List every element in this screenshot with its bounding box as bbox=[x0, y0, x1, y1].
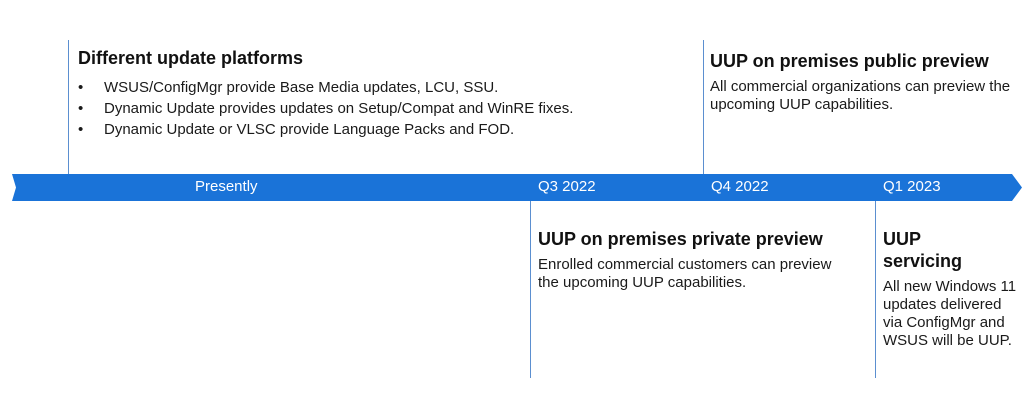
event-platforms-bullets: • WSUS/ConfigMgr provide Base Media updat… bbox=[78, 77, 678, 140]
event-servicing: UUP servicing All new Windows 11 updates… bbox=[883, 228, 1023, 350]
event-servicing-title: UUP servicing bbox=[883, 229, 963, 271]
bullet-item: • WSUS/ConfigMgr provide Base Media updat… bbox=[78, 77, 678, 98]
timeline-label-presently: Presently bbox=[195, 178, 258, 195]
event-private-preview: UUP on premises private preview Enrolled… bbox=[538, 228, 838, 292]
connector-public-preview bbox=[703, 40, 704, 174]
timeline-label-q3-2022: Q3 2022 bbox=[538, 178, 596, 195]
bullet-text: Dynamic Update provides updates on Setup… bbox=[104, 100, 574, 117]
event-public-preview-body: All commercial organizations can preview… bbox=[710, 78, 1011, 113]
connector-platforms bbox=[68, 40, 69, 174]
bullet-icon: • bbox=[78, 121, 84, 138]
event-public-preview-title: UUP on premises public preview bbox=[710, 51, 989, 71]
timeline-label-q4-2022: Q4 2022 bbox=[711, 178, 769, 195]
event-platforms: Different update platforms • WSUS/ConfigM… bbox=[78, 47, 678, 140]
connector-private-preview bbox=[530, 201, 531, 378]
bullet-icon: • bbox=[78, 79, 84, 96]
bullet-icon: • bbox=[78, 100, 84, 117]
event-platforms-title: Different update platforms bbox=[78, 48, 304, 68]
bullet-text: WSUS/ConfigMgr provide Base Media update… bbox=[104, 79, 499, 96]
event-servicing-body: All new Windows 11 updates delivered via… bbox=[883, 278, 1017, 349]
timeline-arrow bbox=[12, 174, 1022, 201]
connector-servicing bbox=[875, 201, 876, 378]
event-private-preview-title: UUP on premises private preview bbox=[538, 229, 823, 249]
event-private-preview-body: Enrolled commercial customers can previe… bbox=[538, 256, 832, 291]
bullet-item: • Dynamic Update or VLSC provide Language… bbox=[78, 119, 678, 140]
timeline-label-q1-2023: Q1 2023 bbox=[883, 178, 941, 195]
event-public-preview: UUP on premises public preview All comme… bbox=[710, 50, 1020, 114]
bullet-text: Dynamic Update or VLSC provide Language … bbox=[104, 121, 515, 138]
bullet-item: • Dynamic Update provides updates on Setu… bbox=[78, 98, 678, 119]
